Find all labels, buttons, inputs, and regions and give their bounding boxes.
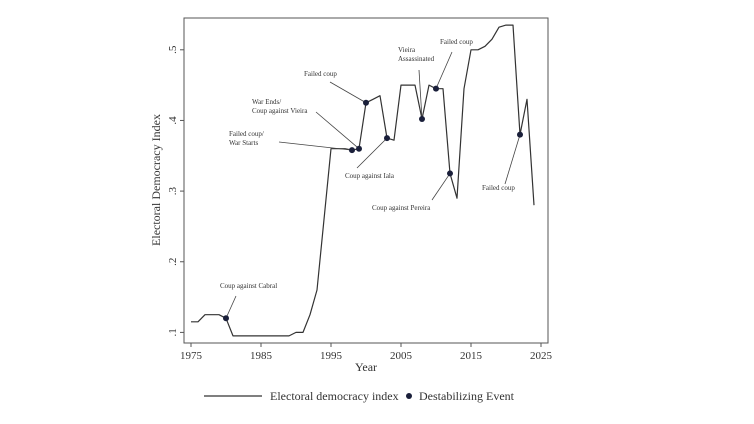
annotation-leader [225, 295, 237, 319]
annotation-leader [315, 111, 360, 150]
annotations: Coup against Cabral Failed coup/War Start… [220, 38, 521, 319]
annotation-leader [435, 51, 453, 89]
x-tick-label: 1995 [320, 350, 343, 362]
event-point [517, 131, 523, 138]
series-layer [191, 24, 535, 337]
x-tick-label: 1985 [250, 350, 273, 362]
legend-line-label: Electoral democracy index [270, 389, 399, 403]
series-line [191, 24, 535, 337]
event-point [433, 85, 439, 92]
x-axis: 1975 1985 1995 2005 2015 2025 [180, 343, 553, 362]
annotation-label: Coup against Pereira [372, 204, 431, 212]
x-axis-title: Year [355, 360, 377, 374]
annotation-leader [356, 137, 388, 169]
annotation-leader [278, 141, 353, 151]
event-point [419, 116, 425, 123]
legend-marker-label: Destabilizing Event [419, 389, 515, 403]
annotation-label: Vieira Assassinated [398, 46, 435, 63]
annotation-label: Failed coup [482, 184, 515, 192]
plot-frame [183, 17, 549, 344]
x-tick-label: 1975 [180, 350, 203, 362]
legend-marker-swatch [406, 393, 412, 399]
event-point [223, 315, 229, 322]
annotation-label: Failed coup [304, 70, 337, 78]
x-tick-label: 2025 [530, 350, 553, 362]
annotation-label: Coup against Cabral [220, 282, 277, 290]
y-tick-label: .5 [167, 45, 179, 54]
legend: Electoral democracy index Destabilizing … [204, 389, 515, 403]
annotation-label: Coup against Iala [345, 172, 395, 180]
y-axis: .1 .2 .3 .4 .5 [167, 45, 184, 337]
annotation-leader [418, 69, 423, 120]
y-tick-label: .3 [167, 186, 179, 195]
x-tick-label: 2015 [460, 350, 483, 362]
annotation-label: War Ends/Coup against Vieira [252, 98, 308, 115]
y-axis-title: Electoral Democracy Index [149, 114, 163, 246]
event-point [447, 170, 453, 177]
annotation-leader [504, 134, 521, 185]
event-point [363, 99, 369, 106]
annotation-label: Failed coup [440, 38, 473, 46]
y-tick-label: .1 [167, 328, 179, 336]
annotation-leader [329, 81, 367, 104]
event-point [356, 145, 362, 152]
event-points [223, 85, 523, 322]
y-tick-label: .4 [167, 116, 179, 125]
x-tick-label: 2005 [390, 350, 413, 362]
event-point [384, 135, 390, 142]
annotation-leader [431, 173, 451, 201]
y-tick-label: .2 [167, 258, 179, 266]
annotation-label: Failed coup/War Starts [229, 130, 264, 147]
event-point [349, 147, 355, 154]
